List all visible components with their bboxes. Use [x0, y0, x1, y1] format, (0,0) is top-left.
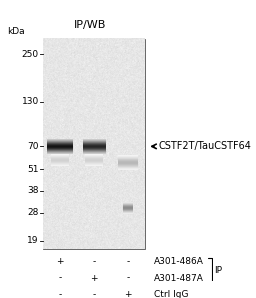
Bar	[83, 144, 106, 145]
Text: -: -	[59, 290, 62, 298]
Bar	[83, 141, 106, 142]
Text: A301-487A: A301-487A	[154, 274, 204, 283]
Bar	[83, 151, 106, 152]
Text: Ctrl IgG: Ctrl IgG	[154, 290, 188, 298]
Bar	[47, 140, 73, 141]
Bar	[47, 148, 73, 149]
Bar	[47, 149, 73, 150]
Text: 19: 19	[27, 236, 39, 245]
Text: 38: 38	[27, 186, 39, 195]
Text: -: -	[92, 257, 96, 266]
Bar	[47, 151, 73, 152]
Bar	[83, 151, 106, 152]
Bar	[47, 146, 73, 147]
Text: -: -	[59, 274, 62, 283]
Bar	[47, 148, 73, 149]
Text: A301-486A: A301-486A	[154, 257, 204, 266]
Bar	[83, 147, 106, 148]
Text: kDa: kDa	[7, 27, 25, 36]
Bar	[83, 141, 106, 142]
Text: 28: 28	[28, 208, 39, 217]
Text: CSTF2T/TauCSTF64: CSTF2T/TauCSTF64	[159, 141, 252, 151]
Bar	[47, 151, 73, 152]
Text: IP/WB: IP/WB	[74, 20, 106, 30]
Bar	[83, 140, 106, 141]
Bar	[47, 139, 73, 140]
Bar	[47, 144, 73, 145]
Bar	[83, 142, 106, 143]
Bar	[47, 152, 73, 153]
Text: +: +	[124, 290, 132, 298]
Bar	[47, 141, 73, 142]
Bar	[47, 152, 73, 153]
Text: 51: 51	[27, 165, 39, 174]
Text: +: +	[56, 257, 64, 266]
Bar	[47, 150, 73, 151]
Bar	[83, 153, 106, 154]
Bar	[83, 145, 106, 146]
Text: 70: 70	[27, 142, 39, 151]
Bar	[47, 145, 73, 146]
Bar	[83, 150, 106, 151]
Bar	[83, 152, 106, 153]
Bar	[83, 147, 106, 148]
Bar	[83, 146, 106, 147]
Bar	[43, 38, 145, 249]
Text: -: -	[92, 290, 96, 298]
Bar	[83, 139, 106, 140]
Text: IP: IP	[214, 266, 222, 275]
Bar	[47, 147, 73, 148]
Bar	[47, 153, 73, 154]
Bar	[83, 143, 106, 144]
Bar	[83, 143, 106, 144]
Bar	[47, 141, 73, 142]
Bar	[47, 147, 73, 148]
Text: +: +	[90, 274, 98, 283]
Bar	[47, 142, 73, 143]
Bar	[83, 148, 106, 149]
Bar	[83, 149, 106, 150]
Bar	[47, 143, 73, 144]
Text: 250: 250	[22, 50, 39, 59]
Text: 130: 130	[22, 97, 39, 106]
Bar	[83, 139, 106, 140]
Text: -: -	[126, 257, 130, 266]
Bar	[47, 146, 73, 147]
Bar	[83, 148, 106, 149]
Bar	[47, 143, 73, 144]
Bar	[47, 153, 73, 154]
Bar	[83, 152, 106, 153]
Bar	[83, 146, 106, 147]
Text: -: -	[126, 274, 130, 283]
Bar	[47, 139, 73, 140]
Bar	[83, 153, 106, 154]
